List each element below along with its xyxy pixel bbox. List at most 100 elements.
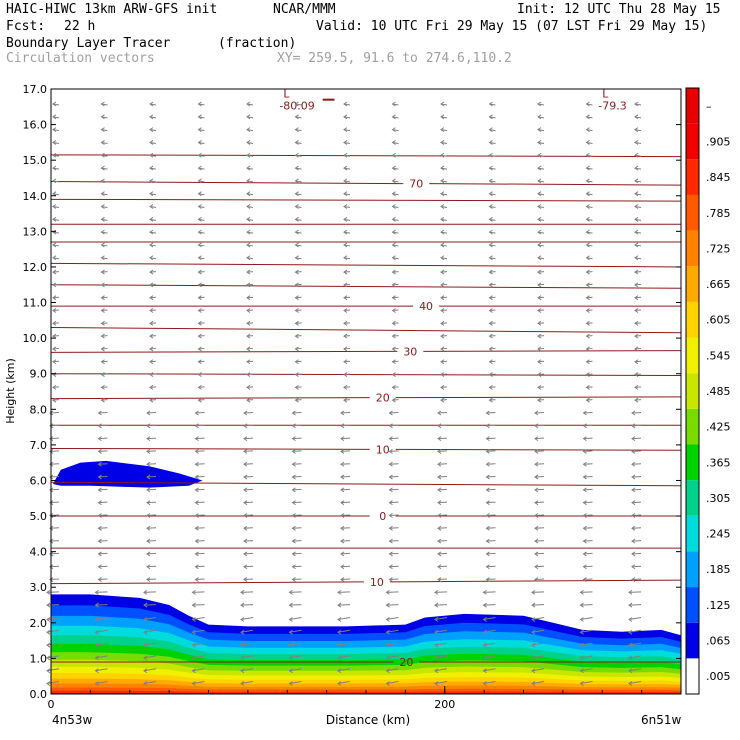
vector-arrowhead [440,397,445,403]
vector-arrowhead [434,681,439,686]
vector-arrowhead [97,449,102,454]
vector-arrow [195,476,205,478]
vector-arrowhead [94,629,99,635]
colorbar-label: .905 [706,135,731,148]
vector-arrow [143,681,157,685]
vector-arrowhead [243,513,248,518]
vector-arrowhead [534,525,539,531]
vector-arrow [486,578,496,581]
colorbar-swatch [686,515,699,552]
vector-arrowhead [246,178,251,184]
vector-arrowhead [49,410,54,416]
vector-arrowhead [391,397,396,403]
x-left-endpoint-label: 4n53w [52,713,93,727]
vector-arrowhead [585,384,590,390]
vector-arrowhead [634,255,639,261]
vector-arrowhead [240,642,245,648]
colorbar-swatch [686,551,699,588]
vector-arrow [146,527,157,529]
vector-arrowhead [191,617,196,622]
y-tick-label: 7.0 [30,439,48,452]
vector-arrowhead [146,474,151,480]
vector-arrowhead [49,551,54,557]
vector-arrowhead [246,140,251,145]
vector-arrow [240,655,254,659]
colorbar-label: .125 [706,599,731,612]
vector-arrow [146,437,157,440]
vector-arrow [386,604,399,606]
vector-arrow [534,501,545,504]
vector-arrowhead [388,564,393,570]
vector-arrowhead [94,602,99,608]
vector-arrow [486,411,496,414]
vector-arrow [389,463,399,465]
vector-arrowhead [243,474,248,480]
vector-arrowhead [534,577,539,582]
vector-arrow [146,476,157,478]
vector-arrowhead [194,436,199,442]
vector-arrowhead [585,191,590,197]
y-tick-label: 1.0 [30,652,48,665]
vector-arrowhead [52,114,57,120]
vector-arrowhead [631,423,636,429]
vector-arrow [534,514,545,516]
vector-arrowhead [197,216,202,222]
vector-arrowhead [631,551,636,557]
vector-arrow [534,437,545,440]
vector-arrow [146,463,157,465]
vector-arrow [437,424,448,427]
vector-arrowhead [46,602,51,608]
vector-arrowhead [243,423,248,429]
vector-arrow [337,668,351,672]
vector-arrow [534,552,545,555]
vector-arrowhead [243,538,248,544]
vector-arrowhead [585,165,590,171]
vector-arrowhead [585,372,590,377]
vector-arrowhead [385,602,390,608]
vector-arrowhead [149,127,154,133]
vector-arrowhead [388,513,393,518]
vector-arrowhead [246,269,251,275]
vector-arrowhead [288,642,293,648]
vector-arrowhead [631,461,636,467]
y-tick-label: 4.0 [30,546,48,559]
vector-arrowhead [340,487,345,493]
vector-arrowhead [343,384,348,390]
vector-arrowhead [52,384,57,390]
vector-arrowhead [388,410,393,416]
vector-arrow [631,476,642,478]
vector-arrow [386,591,399,593]
vector-arrowhead [634,346,639,352]
vector-arrowhead [340,461,345,467]
y-tick-label: 16.0 [23,119,48,132]
vector-arrowhead [531,655,536,661]
vector-arrowhead [246,242,251,248]
y-tick-label: 6.0 [30,474,48,487]
vector-arrow [98,476,108,478]
vector-arrow [534,424,545,427]
low-value: -80.09 [279,99,314,112]
vector-arrow [337,655,351,659]
vector-arrowhead [488,384,493,390]
vector-arrowhead [97,564,102,570]
vector-arrowhead [485,423,490,429]
vector-arrowhead [440,140,445,145]
vector-arrow [628,681,642,685]
vector-arrowhead [294,191,299,197]
vector-arrowhead [388,577,393,582]
vector-arrowhead [52,346,57,352]
vector-arrowhead [534,474,539,480]
colorbar-label: .665 [706,278,731,291]
vector-arrowhead [634,397,639,403]
vector-arrowhead [146,410,151,416]
vector-arrowhead [437,423,442,429]
vector-arrow [628,616,642,620]
vector-arrow [192,668,205,672]
vector-arrowhead [337,602,342,608]
vector-arrowhead [240,655,245,661]
vector-arrowhead [440,308,445,313]
vector-arrow [580,668,593,672]
vector-arrowhead [194,500,199,506]
vector-arrowhead [143,668,148,674]
vector-arrow [146,424,157,427]
